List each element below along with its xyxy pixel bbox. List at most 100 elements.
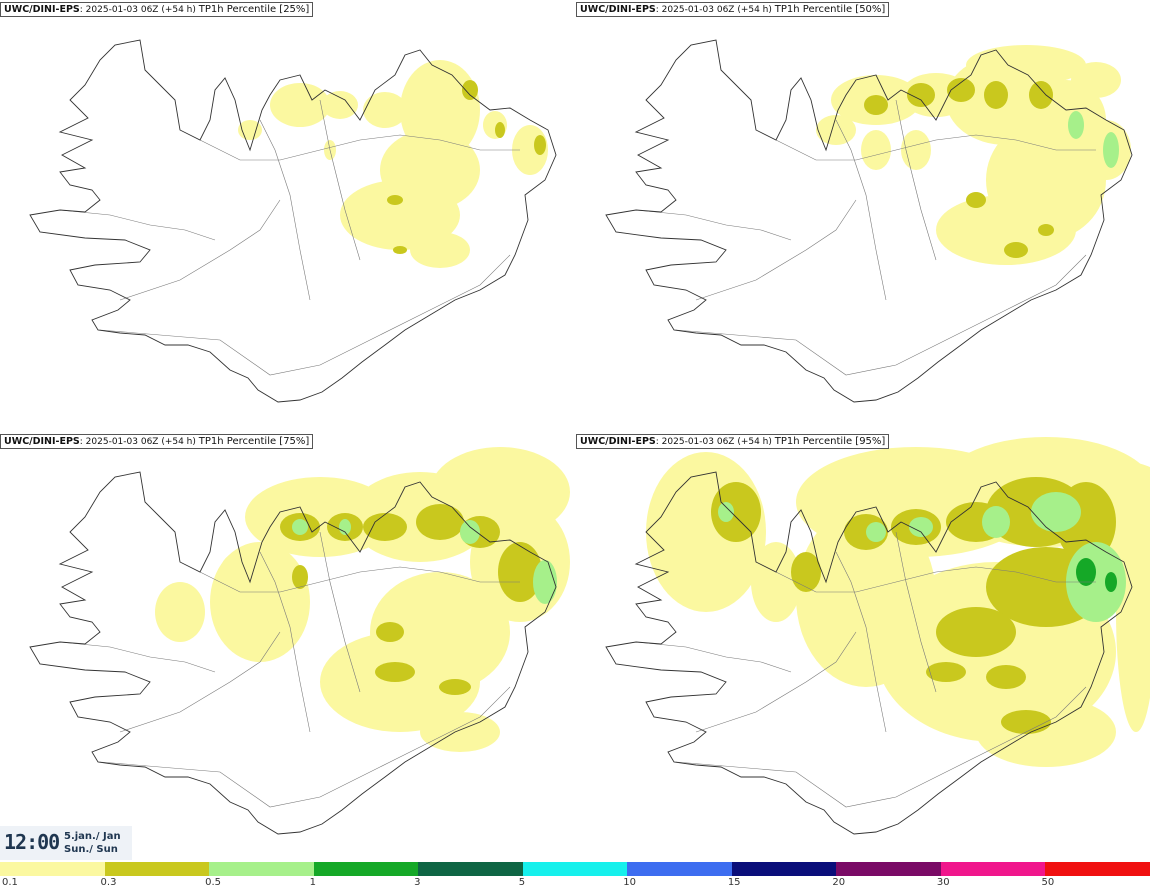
precip-area [861,130,891,170]
precip-map [29,39,557,403]
precip-area [292,519,308,535]
precip-map [605,39,1133,403]
precip-area [1103,132,1119,168]
map-panel-95: UWC/DINI-EPS: 2025-01-03 06Z (+54 h) TP1… [576,432,1150,862]
precip-map [29,447,570,835]
precip-area [966,45,1086,85]
road-line [695,199,857,301]
color-swatch [209,862,314,876]
road-line [835,551,887,733]
precip-area [322,91,358,119]
color-scale-labels: 0.1 0.3 0.5 1 3 5 10 15 20 30 50 [0,877,1150,891]
precip-area [533,560,557,604]
road-line [895,99,937,261]
color-swatch [731,862,837,876]
precip-area [1068,111,1084,139]
coastline [29,471,557,835]
coastline [605,39,1133,403]
color-scale-label: 0.1 [2,877,18,888]
color-scale-label: 0.5 [205,877,221,888]
precip-area [718,502,734,522]
precip-area [864,95,888,115]
precip-area [936,607,1016,657]
road-line [635,209,792,241]
road-line [59,641,216,673]
valid-time-box: 12:00 5.jan./ Jan Sun./ Sun [0,826,132,860]
color-swatch [104,862,210,876]
precip-area [387,195,403,205]
valid-date: 5.jan./ Jan Sun./ Sun [64,831,121,855]
precip-area [816,115,856,145]
color-swatch [522,862,628,876]
road-line [675,686,1087,808]
precip-area [1071,62,1121,98]
map-panel-25: UWC/DINI-EPS: 2025-01-03 06Z (+54 h) TP1… [0,0,574,430]
precip-area [439,679,471,695]
precip-area [976,697,1116,767]
color-scale-label: 50 [1041,877,1055,888]
precip-area [926,662,966,682]
panel-title: UWC/DINI-EPS: 2025-01-03 06Z (+54 h) TP1… [0,2,314,17]
color-scale-label: 1 [309,877,316,888]
precip-area [901,130,931,170]
road-line [635,641,792,673]
road-line [99,254,511,376]
color-swatch [0,862,105,876]
color-scale-bar [0,862,1150,876]
precip-area [410,232,470,268]
road-line [259,119,311,301]
precip-area [1029,81,1053,109]
precip-area [1031,492,1081,532]
road-line [199,566,520,593]
road-line [319,99,361,261]
valid-time: 12:00 [4,830,60,854]
color-scale-label: 3 [414,877,421,888]
precip-area [375,662,415,682]
precip-area [866,522,886,542]
road-line [319,531,361,693]
precip-area [460,520,480,544]
precip-area [1038,224,1054,236]
road-line [259,551,311,733]
road-line [775,566,1096,593]
color-swatch [1045,862,1150,876]
road-line [119,199,281,301]
panel-title: UWC/DINI-EPS: 2025-01-03 06Z (+54 h) TP1… [576,434,890,449]
precip-area [984,81,1008,109]
color-swatch [627,862,732,876]
precip-area [292,565,308,589]
color-scale-label: 0.3 [100,877,117,888]
panel-title: UWC/DINI-EPS: 2025-01-03 06Z (+54 h) TP1… [0,434,314,449]
color-swatch [313,862,419,876]
precip-area [270,83,330,127]
precip-area [1116,492,1150,732]
precip-area [751,542,801,622]
precip-area [1105,572,1117,592]
precip-area [982,506,1010,538]
precip-area [498,542,542,602]
precip-map [605,437,1150,835]
map-panel-50: UWC/DINI-EPS: 2025-01-03 06Z (+54 h) TP1… [576,0,1150,430]
precip-area [363,92,407,128]
precip-area [711,482,761,542]
road-line [675,254,1087,376]
color-scale-label: 20 [832,877,846,888]
precip-area [393,246,407,254]
precip-area [340,180,460,250]
road-line [59,209,216,241]
color-swatch [418,862,523,876]
precip-area [220,552,260,592]
precip-area [534,135,546,155]
color-scale-label: 5 [518,877,526,888]
color-scale-label: 10 [623,877,636,888]
color-swatch [940,862,1046,876]
precip-area [1076,558,1096,586]
precip-area [986,665,1026,689]
precip-area [907,83,935,107]
precip-area [320,632,480,732]
road-line [895,531,937,693]
road-line [835,119,887,301]
color-scale-label: 30 [936,877,950,888]
precip-area [791,552,821,592]
map-panel-75: UWC/DINI-EPS: 2025-01-03 06Z (+54 h) TP1… [0,432,574,862]
